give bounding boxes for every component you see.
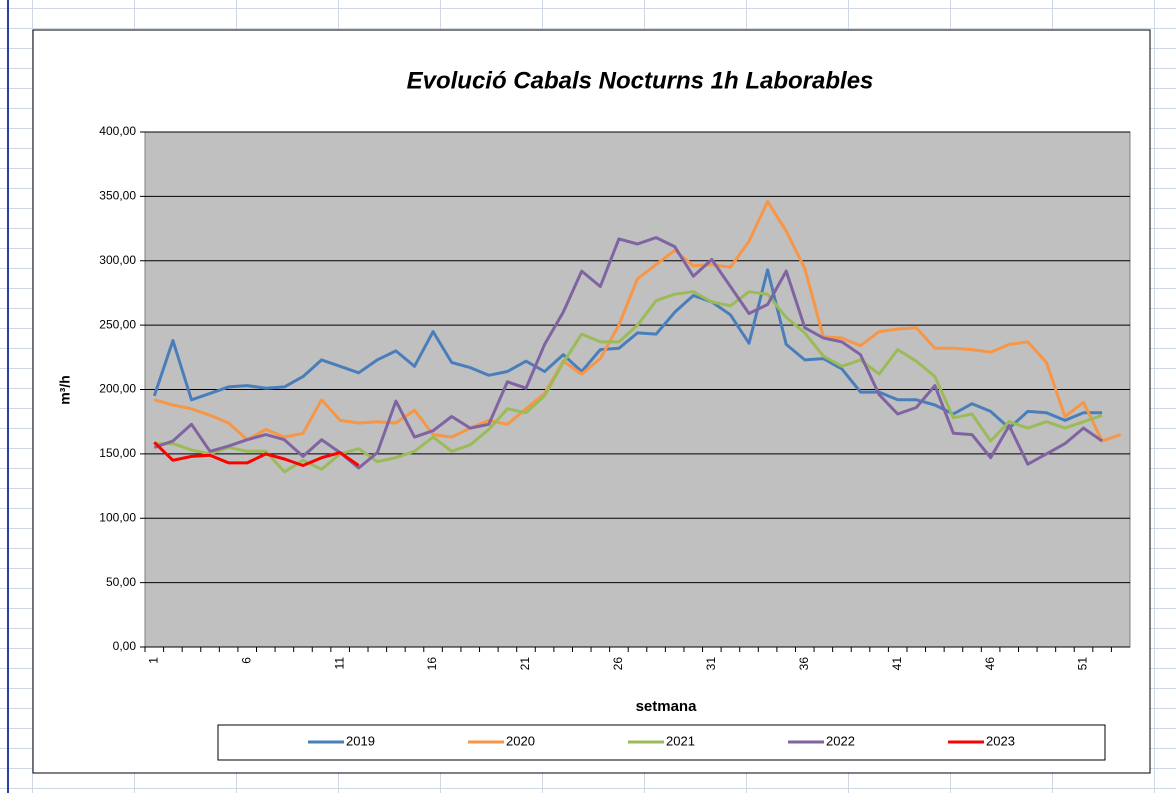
legend-label: 2022: [826, 733, 855, 748]
y-tick-label: 250,00: [99, 317, 136, 331]
y-axis-label: m³/h: [57, 375, 73, 405]
x-tick-label: 31: [704, 657, 718, 671]
legend-label: 2019: [346, 733, 375, 748]
series-line: [153, 441, 360, 467]
y-tick-label: 50,00: [106, 575, 136, 589]
x-tick-label: 16: [425, 657, 439, 671]
x-tick-label: 1: [146, 657, 160, 664]
x-tick-label: 41: [890, 657, 904, 671]
x-tick-label: 21: [518, 657, 532, 671]
series-line: [154, 290, 1103, 474]
y-tick-label: 350,00: [99, 189, 136, 203]
series-line: [153, 200, 1122, 443]
x-tick-label: 51: [1076, 657, 1090, 671]
x-axis-label: setmana: [636, 698, 698, 715]
chart-title: Evolució Cabals Nocturns 1h Laborables: [407, 67, 874, 94]
x-tick-label: 36: [797, 657, 811, 671]
y-tick-label: 150,00: [99, 446, 136, 460]
x-tick-label: 26: [611, 657, 625, 671]
x-tick-label: 6: [239, 657, 253, 664]
y-tick-label: 400,00: [99, 124, 136, 138]
legend-label: 2023: [986, 733, 1015, 748]
series-line: [153, 236, 1103, 470]
x-tick-label: 46: [983, 657, 997, 671]
y-tick-label: 300,00: [99, 253, 136, 267]
legend-label: 2020: [506, 733, 535, 748]
y-tick-label: 200,00: [99, 382, 136, 396]
legend-label: 2021: [666, 733, 695, 748]
y-tick-label: 0,00: [113, 639, 137, 653]
x-tick-label: 11: [332, 657, 346, 670]
y-tick-label: 100,00: [99, 510, 136, 524]
